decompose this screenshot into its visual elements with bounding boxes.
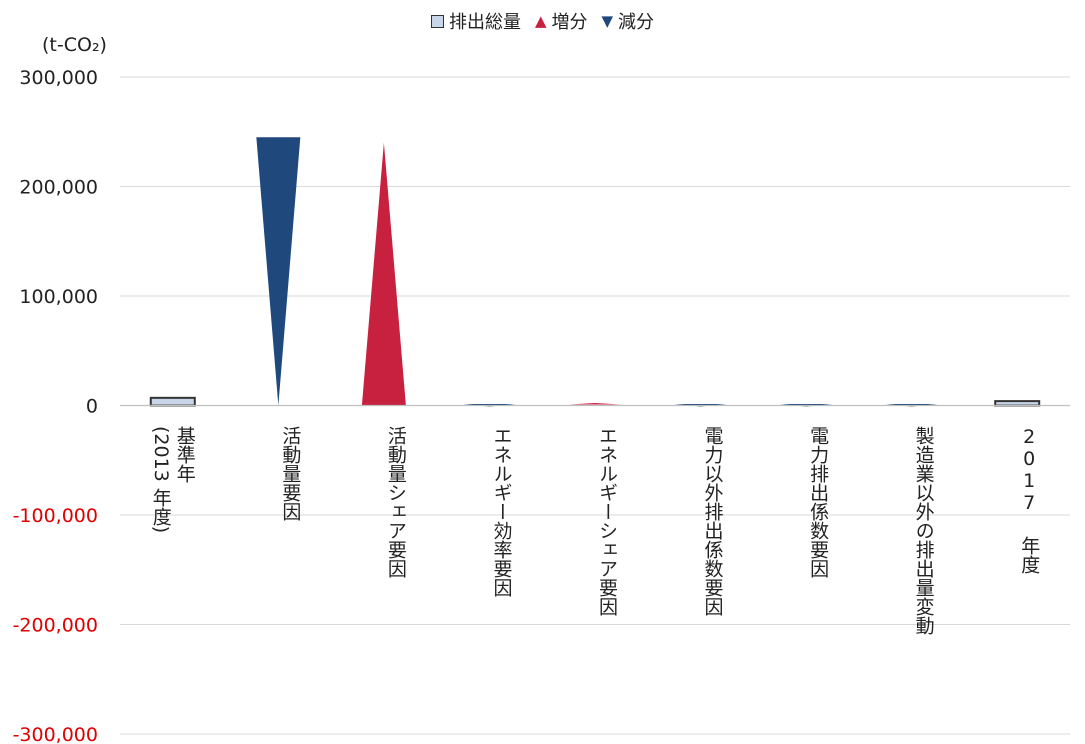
y-tick-label: -300,000 — [13, 724, 98, 744]
square-icon — [430, 14, 444, 28]
bar-decrease — [256, 137, 301, 406]
y-tick-label: 100,000 — [19, 286, 98, 308]
legend-label: 増分 — [551, 12, 588, 33]
x-category-label: エネルギー効率要因 — [490, 426, 512, 597]
x-category-label: 製造業以外の排出量変動 — [913, 426, 935, 635]
y-tick-label: 300,000 — [19, 67, 98, 89]
triangle-up-icon: ▲ — [534, 11, 547, 30]
y-tick-label: 0 — [86, 396, 98, 418]
x-category-sublabel: (2013 年度) — [150, 426, 172, 533]
bar-total — [149, 396, 196, 407]
y-tick-label: -100,000 — [13, 505, 98, 527]
y-axis-unit-label: (t-CO₂) — [42, 34, 107, 56]
y-tick-label: 200,000 — [19, 177, 98, 199]
legend-item-triangle-up: ▲ 増分 — [535, 8, 588, 34]
y-tick-label: -200,000 — [13, 615, 98, 637]
legend-item-square: 排出総量 — [430, 8, 521, 34]
bar-increase — [361, 142, 406, 406]
x-category-label: 電力以外排出係数要因 — [702, 426, 724, 616]
chart-legend: 排出総量 ▲ 増分 ▼ 減分 — [0, 8, 1085, 34]
x-category-label: 2017 年度 — [1018, 426, 1040, 574]
legend-item-triangle-down: ▼ 減分 — [602, 8, 655, 34]
x-category-label: 基準年 — [174, 426, 196, 483]
triangle-down-icon: ▼ — [601, 11, 614, 30]
x-category-label: 電力排出係数要因 — [807, 426, 829, 578]
x-category-label: エネルギーシェア要因 — [596, 426, 618, 616]
x-category-label: 活動量シェア要因 — [385, 426, 407, 578]
legend-label: 減分 — [618, 12, 655, 33]
bar-increase — [569, 403, 621, 405]
x-category-label: 活動量要因 — [279, 426, 301, 521]
legend-label: 排出総量 — [448, 12, 521, 33]
bar-total — [994, 400, 1041, 407]
